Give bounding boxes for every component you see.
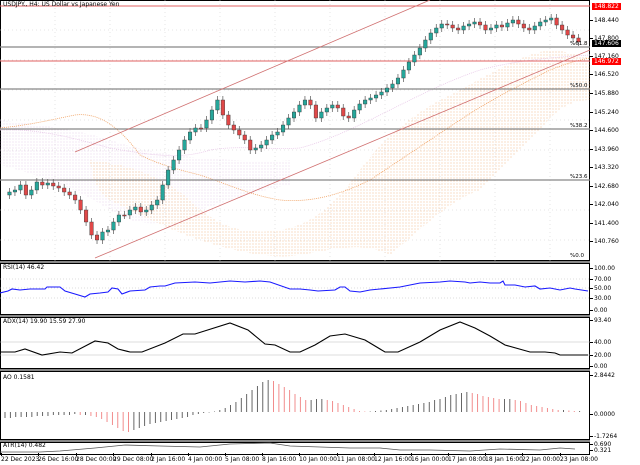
time-tick: 29 Dec 08:00 xyxy=(113,453,154,463)
price-axis[interactable]: 148.440 147.800 147.160 146.520 145.880 … xyxy=(590,0,640,261)
rsi-tick: 50.00 xyxy=(590,285,611,292)
ao-histogram-svg xyxy=(4,380,581,432)
rsi-tick: 70.00 xyxy=(590,276,611,283)
pane-separator[interactable] xyxy=(0,261,590,263)
price-tick: 142.040 xyxy=(590,201,619,208)
ao-tick: 0.0000 xyxy=(590,411,615,418)
fib-61-8-label: %61.8 xyxy=(570,41,588,47)
time-tick: 2 Jan 16:00 xyxy=(151,453,186,463)
price-tick: 143.320 xyxy=(590,164,619,171)
adx-tick: 40.00 xyxy=(590,339,611,346)
time-tick: 11 Jan 08:00 xyxy=(337,453,375,463)
price-tick: 141.400 xyxy=(590,220,619,227)
chart-title: USDJPY., H4: US Dollar vs Japanese Yen xyxy=(3,1,120,8)
pane-separator[interactable] xyxy=(0,440,590,442)
ao-axis[interactable]: 2.8442 0.0000 -1.7264 xyxy=(590,371,640,440)
fib-23-6-label: %23.6 xyxy=(570,174,588,180)
price-tick: 142.680 xyxy=(590,183,619,190)
atr-line-svg xyxy=(0,442,576,453)
time-tick: 17 Jan 08:00 xyxy=(448,453,486,463)
price-tick: 140.760 xyxy=(590,238,619,245)
adx-axis[interactable]: 93.40 40.00 20.00 0.00 xyxy=(590,317,640,370)
time-tick: 26 Dec 16:00 xyxy=(38,453,79,463)
price-tick: 143.960 xyxy=(590,146,619,153)
time-tick: 22 Jan 00:00 xyxy=(522,453,560,463)
rsi-label: RSI(14) 46.42 xyxy=(3,264,45,271)
rsi-tick: 100.00 xyxy=(590,265,615,272)
price-tick: 146.520 xyxy=(590,71,619,78)
fib-50-0-label: %50.0 xyxy=(570,83,588,89)
level-price-tag: 146.972 xyxy=(592,58,621,65)
time-tick: 4 Jan 00:00 xyxy=(188,453,223,463)
price-tick: 145.880 xyxy=(590,90,619,97)
time-tick: 5 Jan 08:00 xyxy=(225,453,260,463)
ao-label: AO 0.1581 xyxy=(3,374,35,381)
price-tick: 147.800 xyxy=(590,35,619,42)
adx-tick: 20.00 xyxy=(590,352,611,359)
time-tick: 10 Jan 00:00 xyxy=(299,453,337,463)
bid-price-tag: 147.606 xyxy=(592,40,621,47)
rsi-tick: 30.00 xyxy=(590,295,611,302)
time-tick: 22 Dec 2023 xyxy=(1,453,40,463)
price-tick: 147.160 xyxy=(590,53,619,60)
price-tick: 148.440 xyxy=(590,17,619,24)
atr-tick: 0.321 xyxy=(590,447,611,454)
atr-axis[interactable]: 0.690 0.321 xyxy=(590,441,640,455)
atr-tick: 0.690 xyxy=(590,441,611,448)
rsi-line-svg xyxy=(0,278,590,299)
ao-tick: -1.7264 xyxy=(590,433,617,440)
time-tick: 16 Jan 00:00 xyxy=(411,453,449,463)
pane-separator[interactable] xyxy=(0,315,590,317)
fib-0-0-label: %0.0 xyxy=(570,253,584,259)
adx-line-svg xyxy=(0,321,590,356)
ao-tick: 2.8442 xyxy=(590,372,615,379)
time-tick: 18 Jan 16:00 xyxy=(485,453,523,463)
time-tick: 8 Jan 16:00 xyxy=(262,453,297,463)
adx-tick: 0.00 xyxy=(590,363,607,370)
price-tick: 144.600 xyxy=(590,127,619,134)
adx-pane[interactable] xyxy=(0,317,590,369)
rsi-axis[interactable]: 100.00 70.00 50.00 30.00 0.00 xyxy=(590,263,640,315)
adx-label: ADX(14) 19.90 15.59 27.90 xyxy=(3,318,86,325)
atr-label: ATR(14) 0.482 xyxy=(3,442,46,449)
time-tick: 23 Jan 08:00 xyxy=(560,453,598,463)
price-tick: 145.240 xyxy=(590,109,619,116)
fib-38-2-label: %38.2 xyxy=(570,123,588,129)
time-tick: 12 Jan 16:00 xyxy=(374,453,412,463)
time-tick: 28 Dec 00:00 xyxy=(76,453,117,463)
pane-separator[interactable] xyxy=(0,369,590,371)
adx-tick: 93.40 xyxy=(590,317,611,324)
high-price-tag: 148.822 xyxy=(592,3,621,10)
price-chart-svg xyxy=(0,0,590,261)
rsi-tick: 0.00 xyxy=(590,307,607,314)
